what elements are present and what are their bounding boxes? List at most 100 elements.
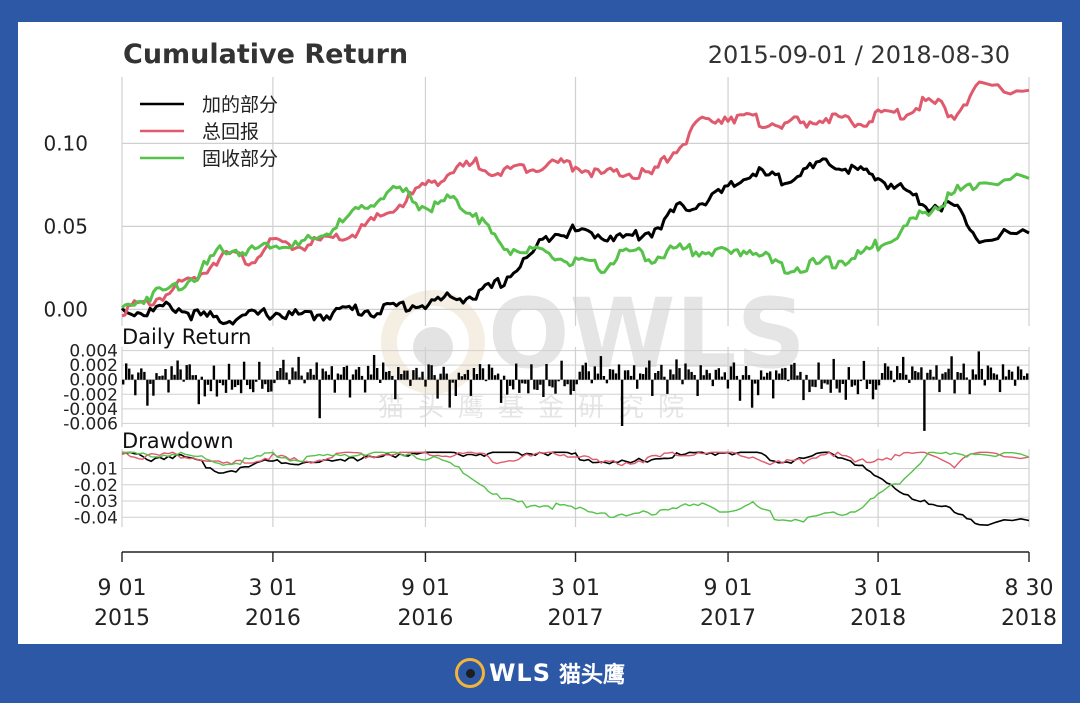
daily-bar xyxy=(593,366,596,380)
daily-bar xyxy=(152,379,155,396)
daily-bar xyxy=(379,379,382,383)
daily-bar xyxy=(490,367,494,380)
daily-bar xyxy=(678,368,681,380)
daily-bar xyxy=(176,360,179,380)
daily-bar xyxy=(762,376,766,380)
daily-bar xyxy=(820,379,823,389)
x-tick-label: 9 01 xyxy=(401,576,450,601)
daily-bar xyxy=(1007,369,1011,380)
daily-bar xyxy=(611,369,615,380)
daily-bar xyxy=(270,379,273,392)
daily-bar xyxy=(424,379,427,387)
daily-bar xyxy=(348,379,352,398)
daily-bar xyxy=(968,379,971,395)
daily-bar xyxy=(345,365,349,380)
owls-watermark: OWLS 猫头鹰基金研究院 xyxy=(378,278,806,423)
daily-bar xyxy=(802,379,805,401)
footer: WLS 猫头鹰 xyxy=(0,650,1080,696)
daily-bar xyxy=(418,377,421,380)
daily-bar xyxy=(614,373,618,380)
daily-bar xyxy=(645,367,648,380)
daily-bar xyxy=(363,379,367,393)
daily-bar xyxy=(239,379,243,394)
daily-bar xyxy=(956,372,959,380)
y-tick-label: -0.002 xyxy=(63,385,118,405)
daily-bar xyxy=(775,370,778,380)
daily-bar xyxy=(720,376,723,380)
daily-bar xyxy=(790,364,793,380)
footer-brand-name: 猫头鹰 xyxy=(559,663,626,688)
daily-bar xyxy=(732,362,736,380)
daily-bar xyxy=(170,366,173,380)
daily-bar xyxy=(376,368,379,380)
daily-bar xyxy=(542,379,545,397)
daily-bar xyxy=(759,370,763,380)
grid-layer xyxy=(121,77,1030,527)
daily-bar xyxy=(285,372,288,380)
daily-bar xyxy=(675,359,678,380)
daily-bar xyxy=(309,368,312,380)
daily-bar xyxy=(557,379,560,382)
daily-bar xyxy=(690,371,693,380)
daily-bar xyxy=(989,367,993,380)
daily-bar xyxy=(466,369,470,380)
daily-bar xyxy=(932,376,935,380)
daily-bar xyxy=(403,370,406,380)
daily-bar xyxy=(161,375,164,380)
daily-bar xyxy=(506,379,509,395)
y-tick-label: -0.02 xyxy=(74,476,118,496)
daily-bar xyxy=(233,379,237,388)
y-tick-label: 0.00 xyxy=(43,297,88,321)
daily-bar xyxy=(781,368,784,380)
daily-bar xyxy=(200,376,203,380)
daily-bar xyxy=(415,367,418,380)
daily-bar xyxy=(463,374,466,380)
drawdown-line-1 xyxy=(121,451,1030,469)
daily-bar xyxy=(657,371,660,380)
daily-bar xyxy=(587,371,590,380)
daily-bar xyxy=(509,379,512,386)
daily-bar xyxy=(236,379,240,386)
daily-bar xyxy=(747,375,751,380)
y-tick-label: -0.004 xyxy=(63,400,118,420)
daily-bar xyxy=(726,379,730,389)
daily-bar xyxy=(944,372,947,380)
daily-bar xyxy=(536,379,539,390)
daily-bar xyxy=(814,379,817,388)
daily-bar xyxy=(826,379,829,385)
daily-bar xyxy=(738,379,742,401)
daily-bar xyxy=(687,369,690,380)
daily-bar xyxy=(487,364,491,380)
daily-bar xyxy=(182,379,185,382)
daily-bar xyxy=(714,369,717,380)
daily-bar xyxy=(324,371,327,380)
cumulative-y-axis: 0.10 0.05 0.00 xyxy=(43,131,88,321)
daily-bar xyxy=(998,379,1002,393)
daily-bar xyxy=(608,369,612,380)
daily-bar xyxy=(524,379,527,384)
x-tick-label: 3 01 xyxy=(551,576,600,601)
daily-bar xyxy=(427,364,430,380)
legend-label: 加的部分 xyxy=(202,94,278,116)
daily-bar xyxy=(705,369,708,380)
daily-bar xyxy=(1001,364,1005,380)
series-line-2 xyxy=(121,172,1030,309)
daily-bar xyxy=(209,379,213,392)
daily-bar xyxy=(312,374,315,380)
daily-bar xyxy=(926,372,929,380)
daily-bar xyxy=(995,374,999,380)
daily-bar xyxy=(394,379,397,400)
daily-bar xyxy=(651,379,654,396)
daily-bar xyxy=(297,356,300,380)
y-tick-label: -0.006 xyxy=(63,414,118,434)
daily-bar xyxy=(880,373,884,380)
daily-bar xyxy=(808,379,811,393)
x-tick-year: 2017 xyxy=(548,606,604,631)
daily-bar xyxy=(636,379,639,389)
watermark-subtext: 猫头鹰基金研究院 xyxy=(378,393,698,423)
daily-bar xyxy=(339,374,343,380)
daily-bar xyxy=(551,379,554,388)
daily-bar xyxy=(484,379,488,382)
daily-bar xyxy=(596,373,600,380)
